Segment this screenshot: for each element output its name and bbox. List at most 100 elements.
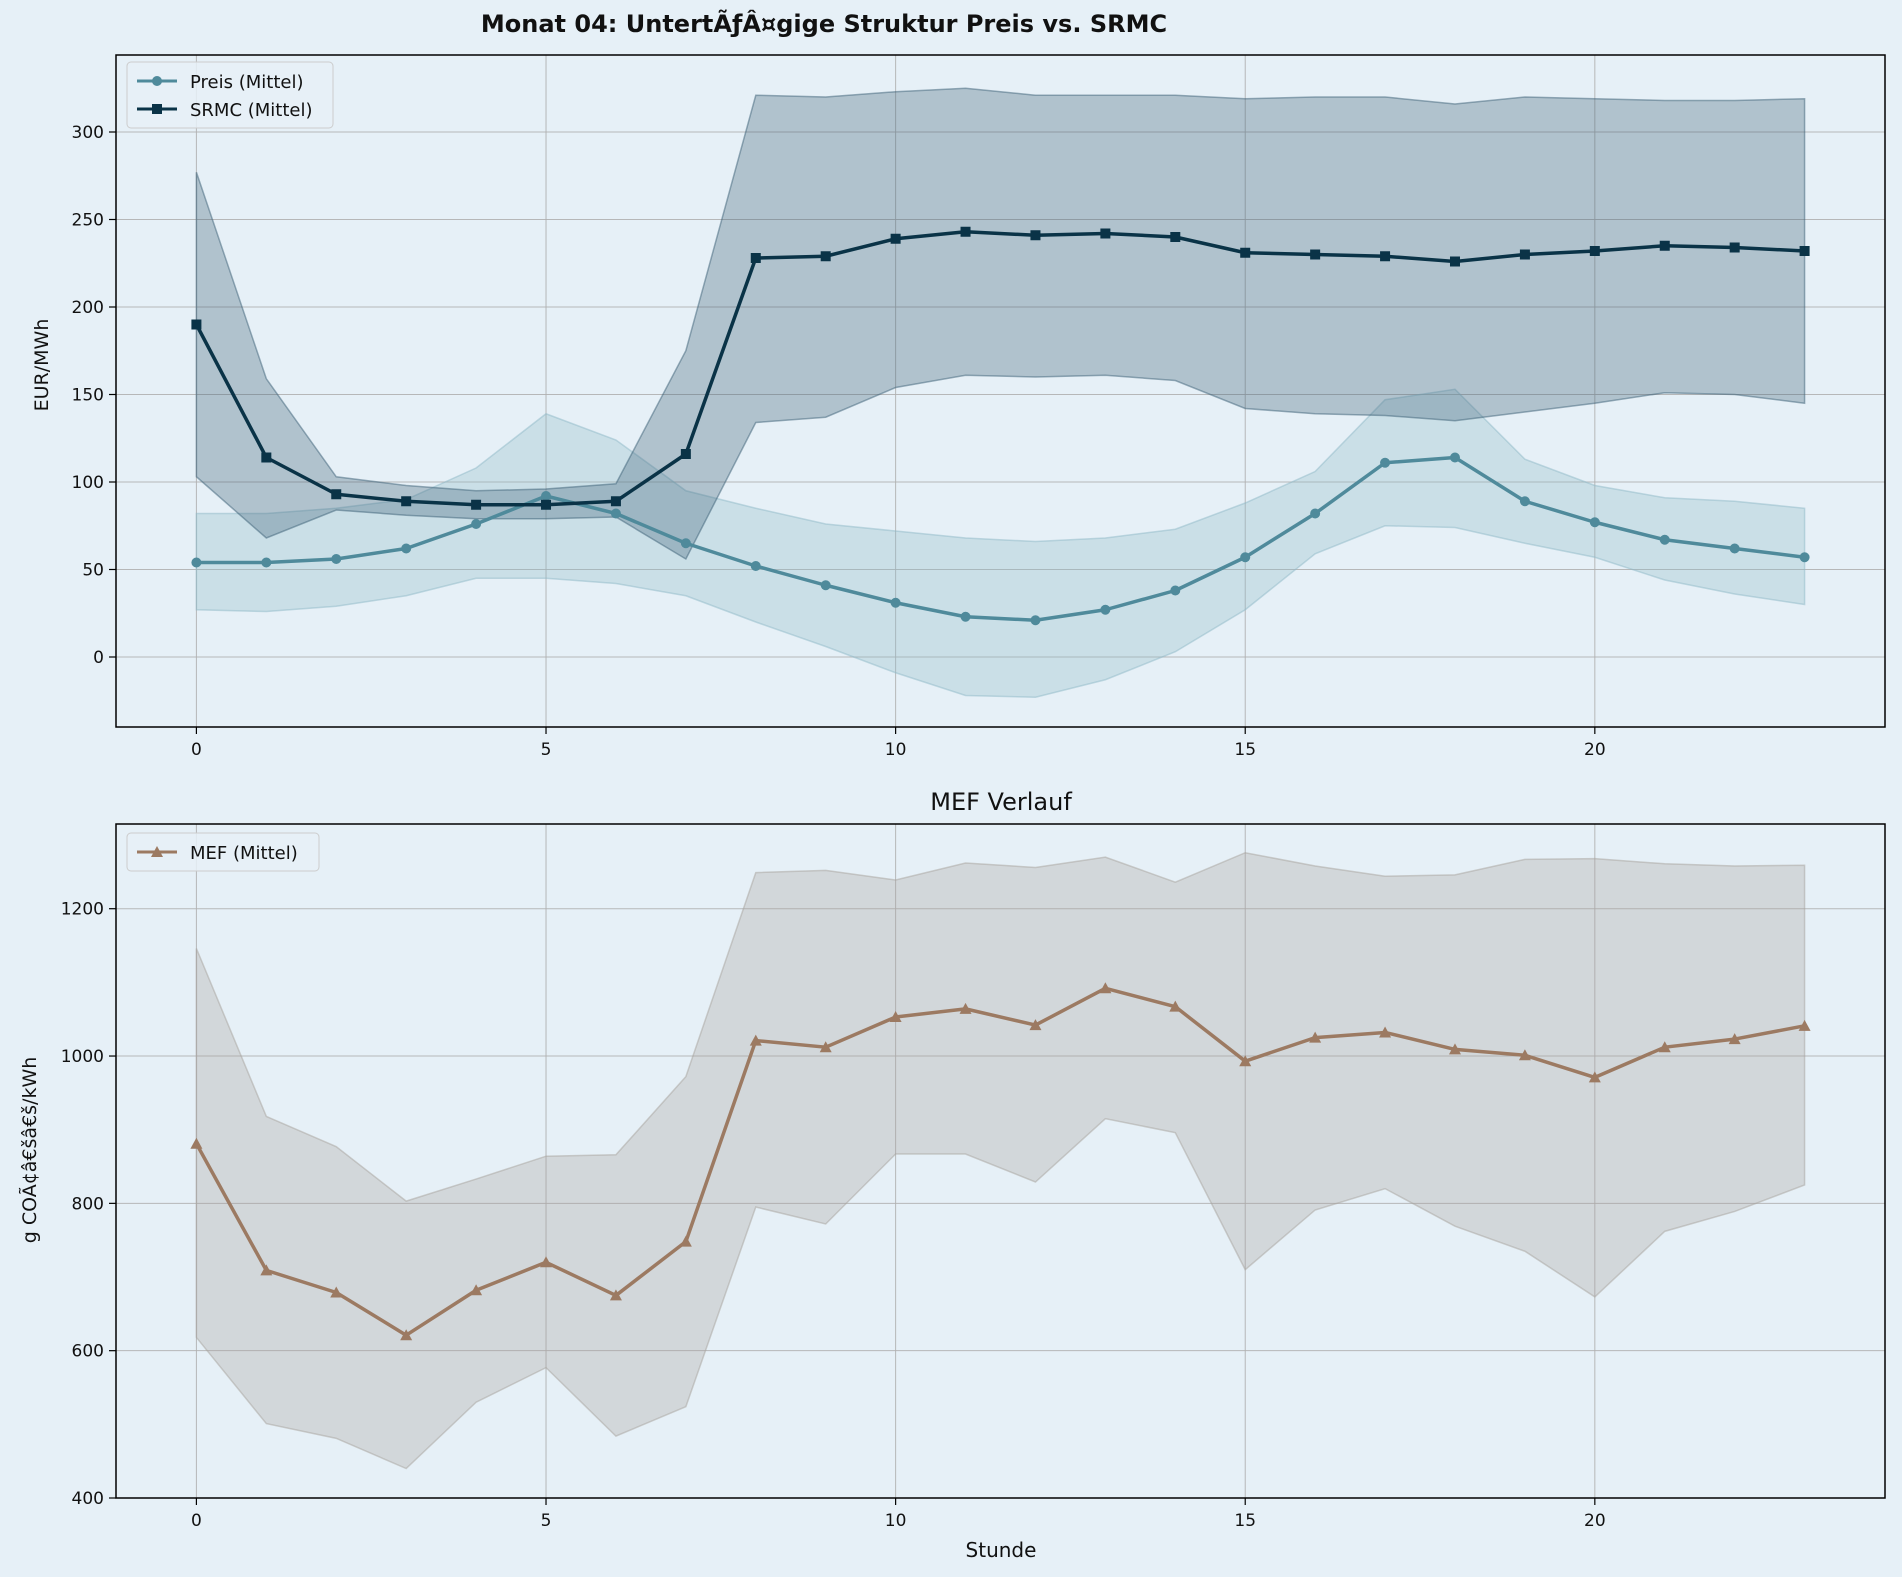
legend-label-srmc: SRMC (Mittel) <box>190 100 313 121</box>
data-point-mef <box>470 1284 483 1296</box>
data-point-mef <box>260 1264 273 1276</box>
chart-title: MEF Verlauf <box>930 788 1072 816</box>
data-point-mef <box>609 1289 622 1301</box>
data-point-preis <box>1589 517 1600 528</box>
legend-entry-srmc: SRMC (Mittel) <box>137 100 313 121</box>
y-tick-label: 400 <box>72 1489 104 1509</box>
data-point-srmc <box>1170 232 1181 242</box>
legend-box <box>126 832 320 872</box>
data-point-srmc <box>261 452 272 463</box>
x-tick-label: 5 <box>541 740 552 760</box>
data-point-mef <box>540 1256 553 1268</box>
y-tick-label: 800 <box>72 1194 104 1214</box>
x-tick-label: 5 <box>541 1511 552 1531</box>
data-point-srmc <box>960 226 971 237</box>
data-point-srmc <box>610 496 621 507</box>
y-tick-label: 600 <box>72 1342 104 1362</box>
data-point-mef <box>1658 1041 1671 1053</box>
data-point-preis <box>1310 508 1321 519</box>
data-point-srmc <box>890 233 901 244</box>
y-tick-label: 0 <box>93 648 104 668</box>
data-point-mef <box>1379 1026 1392 1038</box>
x-axis-label: Stunde <box>966 1538 1037 1562</box>
data-point-preis <box>191 557 202 568</box>
band-preis <box>195 388 1806 699</box>
data-point-mef <box>1099 982 1112 994</box>
data-point-preis <box>1100 604 1111 615</box>
x-tick-label: 15 <box>1234 740 1256 760</box>
legend-marker-srmc <box>152 104 162 114</box>
data-point-mef <box>819 1041 832 1053</box>
data-point-mef <box>1728 1033 1741 1045</box>
y-tick-label: 1200 <box>61 900 104 920</box>
data-point-mef <box>889 1010 902 1022</box>
band-srmc <box>195 87 1806 561</box>
legend: Preis (Mittel) SRMC (Mittel) <box>126 61 334 129</box>
data-point-preis <box>1659 534 1670 545</box>
data-point-mef <box>190 1137 203 1149</box>
data-point-preis <box>401 543 412 554</box>
chart-title: Monat 04: UntertÃƒÂ¤gige Struktur Preis … <box>481 9 1167 38</box>
data-point-srmc <box>1449 256 1460 267</box>
data-point-preis <box>1799 552 1810 563</box>
data-point-mef <box>1239 1055 1252 1067</box>
x-tick-label: 0 <box>191 1511 202 1531</box>
axes-frame <box>115 54 1886 728</box>
y-tick-label: 100 <box>72 473 104 493</box>
chart-panel-price-srmc: Monat 04: UntertÃƒÂ¤gige Struktur Preis … <box>31 9 1886 760</box>
data-point-preis <box>471 519 482 529</box>
data-point-srmc <box>1729 242 1740 253</box>
data-point-srmc <box>1589 246 1600 256</box>
data-point-srmc <box>820 251 831 262</box>
x-tick-label: 20 <box>1584 1511 1606 1531</box>
legend-entry-preis: Preis (Mittel) <box>137 72 303 93</box>
data-point-preis <box>820 580 831 591</box>
plot-area: 0 5 10 15 20 400 600 800 1000 1200 <box>61 823 1886 1531</box>
legend-entry-mef: MEF (Mittel) <box>137 843 298 864</box>
data-point-mef <box>1588 1071 1601 1083</box>
data-point-preis <box>331 554 342 564</box>
data-point-mef <box>959 1002 972 1014</box>
series-line-srmc <box>194 230 1805 507</box>
legend-label-preis: Preis (Mittel) <box>190 72 303 93</box>
y-tick-label: 1000 <box>61 1047 104 1067</box>
data-point-srmc <box>1519 249 1530 260</box>
data-point-mef <box>1448 1043 1461 1055</box>
data-point-srmc <box>1240 247 1251 258</box>
band-mef <box>195 851 1806 1470</box>
data-point-srmc <box>541 499 552 510</box>
legend-label-mef: MEF (Mittel) <box>190 843 298 864</box>
data-point-mef <box>1518 1049 1531 1061</box>
x-tick-label: 0 <box>191 740 202 760</box>
data-point-preis <box>261 557 272 568</box>
y-axis-label: EUR/MWh <box>31 319 53 412</box>
data-point-preis <box>890 597 901 608</box>
data-point-mef <box>1309 1031 1322 1043</box>
data-point-preis <box>1380 457 1391 468</box>
data-point-preis <box>960 611 971 622</box>
data-point-preis <box>541 491 552 501</box>
data-point-srmc <box>1310 249 1321 260</box>
data-point-srmc <box>680 449 691 459</box>
data-point-srmc <box>471 499 482 510</box>
data-point-preis <box>1729 543 1740 554</box>
data-point-preis <box>1170 585 1181 596</box>
data-point-srmc <box>331 489 342 500</box>
data-point-srmc <box>1030 230 1041 241</box>
data-point-mef <box>1029 1019 1042 1031</box>
data-point-srmc <box>750 253 761 263</box>
y-tick-label: 300 <box>72 123 104 143</box>
x-tick-label: 10 <box>885 740 907 760</box>
data-point-mef <box>400 1329 413 1341</box>
data-point-srmc <box>1380 251 1391 262</box>
data-point-mef <box>1798 1019 1811 1031</box>
y-tick-label: 150 <box>72 386 104 406</box>
x-tick-label: 15 <box>1234 1511 1256 1531</box>
data-point-preis <box>1030 615 1041 626</box>
axes-frame <box>115 823 1886 1499</box>
y-tick-label: 200 <box>72 298 104 318</box>
series-line-mef <box>194 986 1805 1337</box>
data-point-mef <box>330 1286 343 1298</box>
